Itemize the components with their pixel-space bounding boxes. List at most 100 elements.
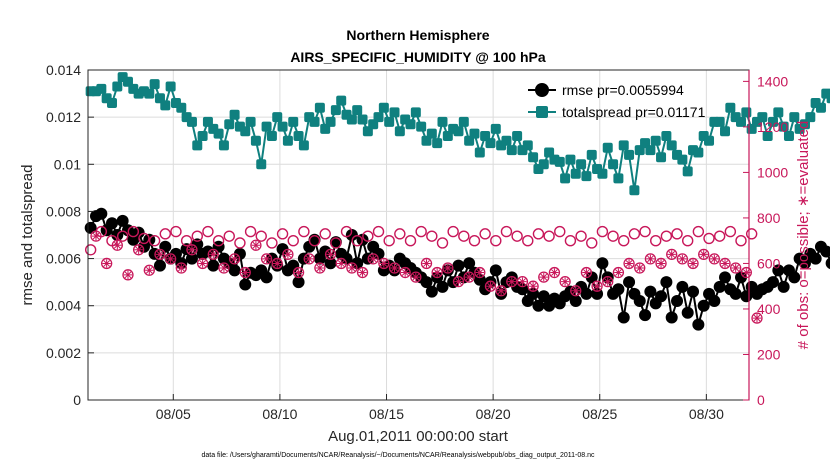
- data-point-ring: [207, 248, 219, 260]
- data-point-asterisk: [251, 241, 261, 250]
- y-tick-label-right: 200: [757, 346, 781, 362]
- data-point: [805, 112, 816, 123]
- data-point-asterisk: [145, 266, 154, 275]
- data-point: [725, 102, 736, 113]
- data-point-ring: [676, 253, 689, 265]
- data-point-ring: [708, 253, 721, 265]
- data-point: [261, 121, 272, 132]
- data-point-asterisk: [624, 259, 634, 268]
- data-point: [500, 225, 513, 238]
- data-point: [266, 131, 277, 141]
- data-point: [789, 112, 800, 123]
- x-tick-label: 08/25: [582, 406, 617, 422]
- data-point: [298, 140, 309, 151]
- data-point-ring: [260, 253, 273, 265]
- data-point-asterisk: [155, 250, 165, 259]
- data-point: [506, 276, 518, 288]
- data-point-ring: [580, 266, 593, 279]
- data-point-ring: [420, 257, 433, 270]
- data-point: [661, 131, 672, 141]
- data-point-asterisk: [326, 250, 335, 259]
- data-point-asterisk: [422, 259, 431, 268]
- data-point: [591, 280, 603, 292]
- legend-marker-rmse: [535, 83, 549, 97]
- data-point: [597, 168, 608, 179]
- data-point-asterisk: [603, 277, 612, 286]
- data-point: [704, 135, 715, 146]
- y-tick-label-right: 1400: [757, 73, 788, 89]
- data-point-ring: [634, 262, 646, 274]
- data-point-ring: [698, 248, 710, 260]
- data-point: [666, 248, 678, 260]
- y-tick-label-right: 1200: [757, 119, 788, 135]
- data-point: [207, 248, 219, 260]
- data-point: [766, 276, 779, 289]
- data-point: [298, 225, 310, 238]
- data-point: [244, 225, 257, 238]
- data-point: [559, 276, 571, 288]
- data-point: [596, 257, 609, 270]
- data-point-asterisk: [177, 263, 186, 273]
- data-point: [703, 232, 715, 245]
- data-point-ring: [122, 269, 134, 281]
- y-tick-label-right: 600: [757, 255, 781, 271]
- y-axis-label-left: rmse and totalspread: [19, 165, 36, 306]
- data-point: [192, 140, 203, 151]
- data-point: [666, 140, 677, 151]
- x-tick-label: 08/15: [369, 406, 404, 422]
- data-point: [708, 253, 721, 265]
- data-point: [762, 131, 773, 141]
- data-point: [239, 278, 252, 291]
- data-point: [511, 230, 523, 242]
- data-point-ring: [730, 262, 742, 274]
- data-point: [149, 79, 160, 90]
- data-point: [287, 259, 300, 272]
- data-point: [256, 159, 267, 170]
- data-point-ring: [388, 262, 401, 274]
- data-point-asterisk: [731, 263, 740, 273]
- y-tick-label-right: 400: [757, 301, 781, 317]
- y-tick-label-left: 0.004: [46, 298, 81, 314]
- data-point: [293, 131, 304, 141]
- data-point: [629, 185, 640, 196]
- data-point-asterisk: [91, 231, 101, 241]
- data-point: [111, 239, 123, 251]
- data-point-ring: [111, 239, 123, 251]
- data-point-ring: [154, 248, 166, 260]
- data-point: [788, 271, 801, 284]
- data-point-ring: [452, 276, 465, 288]
- data-point: [463, 271, 475, 283]
- data-point: [378, 257, 390, 270]
- data-point: [783, 131, 794, 141]
- data-point: [255, 230, 267, 242]
- data-point: [516, 276, 529, 288]
- data-point-ring: [101, 257, 113, 270]
- data-point: [101, 257, 113, 270]
- data-point: [618, 234, 630, 247]
- data-point-ring: [719, 257, 731, 270]
- data-point: [522, 234, 534, 247]
- data-point-ring: [314, 262, 326, 274]
- data-point-ring: [324, 248, 337, 260]
- legend-label-totalspread: totalspread pr=0.01171: [562, 104, 706, 120]
- y-tick-label-right: 1000: [757, 164, 788, 180]
- data-point: [512, 131, 523, 141]
- data-point-ring: [228, 253, 241, 265]
- data-point-asterisk: [198, 259, 207, 268]
- data-point: [537, 290, 550, 303]
- data-point-ring: [431, 266, 443, 279]
- data-point: [463, 257, 476, 270]
- data-point-ring: [666, 248, 678, 260]
- data-point: [352, 105, 363, 116]
- data-point: [277, 121, 288, 132]
- data-point: [570, 168, 581, 179]
- data-point-asterisk: [475, 268, 485, 277]
- data-point: [324, 257, 337, 270]
- data-point: [96, 83, 107, 94]
- x-tick-label: 08/30: [689, 406, 724, 422]
- data-point: [228, 264, 241, 277]
- data-point: [436, 280, 449, 293]
- data-point: [660, 276, 673, 289]
- data-point: [239, 266, 251, 279]
- data-point: [602, 142, 613, 153]
